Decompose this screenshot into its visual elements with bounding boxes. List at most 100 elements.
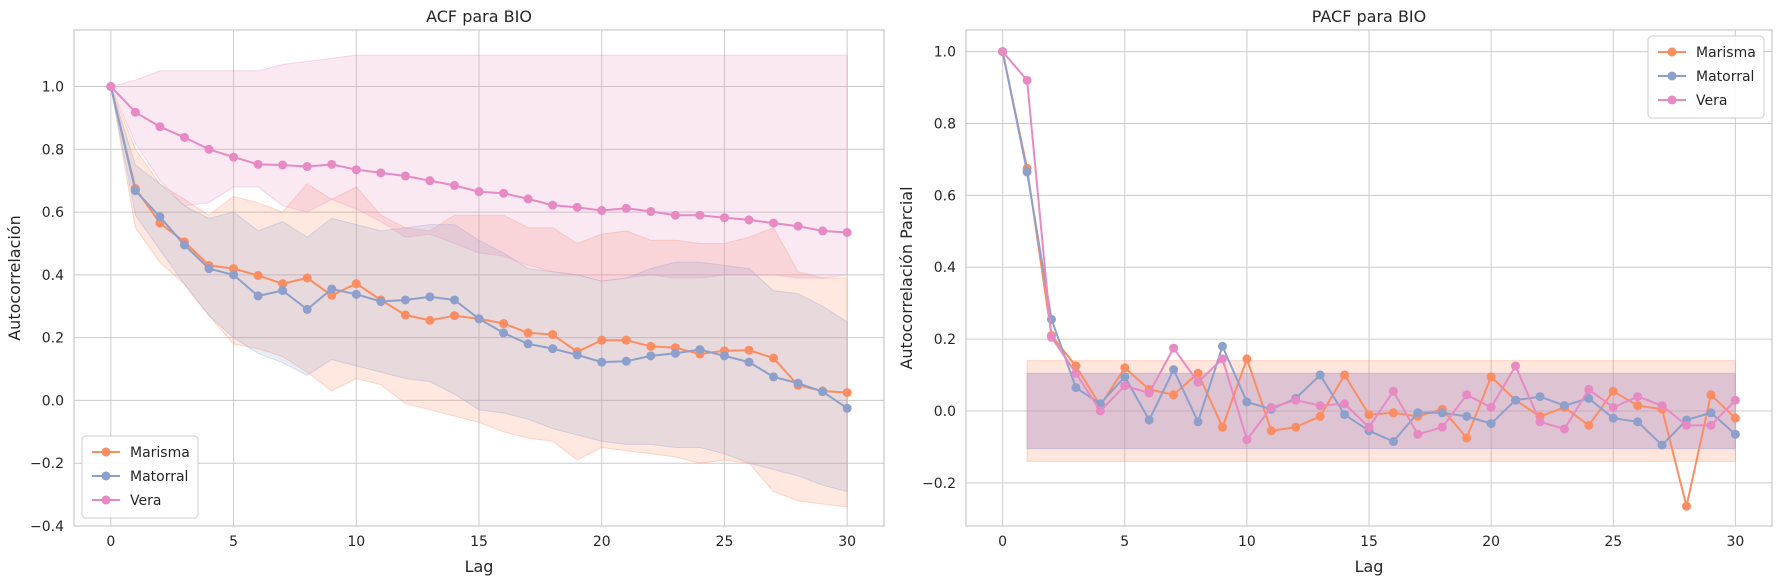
acf-point-vera	[695, 210, 705, 220]
acf-xtick-label: 0	[106, 534, 115, 550]
acf-legend-box	[81, 435, 199, 519]
acf-point-matorral	[425, 292, 435, 302]
pacf-legend-label-vera: Vera	[1696, 93, 1727, 109]
pacf-point-vera	[1291, 395, 1301, 405]
acf-legend-marker-matorral	[101, 471, 111, 481]
pacf-point-matorral	[1706, 408, 1716, 418]
pacf-xtick-label: 15	[1360, 534, 1378, 550]
pacf-legend-label-marisma: Marisma	[1696, 45, 1756, 61]
acf-legend-marker-marisma	[101, 447, 111, 457]
pacf-legend-box	[1647, 35, 1765, 119]
acf-legend-label-matorral: Matorral	[130, 469, 188, 485]
acf-point-vera	[155, 122, 165, 132]
acf-point-vera	[842, 227, 852, 237]
pacf-point-vera	[1071, 368, 1081, 378]
acf-point-vera	[548, 200, 558, 210]
acf-point-matorral	[449, 295, 459, 305]
pacf-ytick-label: 0.2	[934, 332, 956, 348]
acf-point-matorral	[842, 403, 852, 413]
pacf-point-vera	[1730, 395, 1740, 405]
acf-ytick-label: 0.4	[42, 268, 64, 284]
pacf-point-matorral	[1071, 383, 1081, 393]
acf-point-marisma	[744, 345, 754, 355]
pacf-point-marisma	[1633, 401, 1643, 411]
acf-point-vera	[621, 203, 631, 213]
pacf-point-matorral	[1242, 397, 1252, 407]
acf-point-vera	[670, 210, 680, 220]
acf-point-vera	[769, 218, 779, 228]
acf-point-vera	[278, 160, 288, 170]
acf-point-marisma	[253, 270, 263, 280]
pacf-point-vera	[1217, 354, 1227, 364]
acf-point-marisma	[425, 315, 435, 325]
pacf-point-matorral	[1144, 415, 1154, 425]
acf-point-vera	[425, 176, 435, 186]
acf-point-marisma	[523, 328, 533, 338]
pacf-xlabel: Lag	[1355, 557, 1384, 576]
acf-point-vera	[719, 213, 729, 223]
acf-point-matorral	[793, 378, 803, 388]
acf-legend-label-marisma: Marisma	[130, 445, 190, 461]
pacf-xtick-label: 30	[1726, 534, 1744, 550]
acf-point-matorral	[818, 387, 828, 397]
acf-point-matorral	[400, 295, 410, 305]
acf-point-marisma	[646, 341, 656, 351]
acf-ytick-label: 0.0	[42, 393, 64, 409]
acf-ytick-label: 0.8	[42, 142, 64, 158]
pacf-point-matorral	[1315, 370, 1325, 380]
pacf-point-vera	[1095, 406, 1105, 416]
pacf-point-vera	[1315, 401, 1325, 411]
pacf-point-marisma	[1706, 390, 1716, 400]
acf-point-vera	[597, 206, 607, 216]
acf-point-vera	[179, 132, 189, 142]
acf-point-vera	[793, 221, 803, 231]
acf-point-matorral	[229, 270, 239, 280]
pacf-ytick-label: 0.4	[934, 260, 956, 276]
pacf-point-vera	[1535, 417, 1545, 427]
pacf-point-vera	[1584, 384, 1594, 394]
acf-legend-marker-vera	[101, 495, 111, 505]
pacf-point-vera	[1022, 75, 1032, 85]
acf-point-matorral	[351, 289, 361, 299]
acf-point-matorral	[155, 212, 165, 222]
acf-point-vera	[302, 162, 312, 172]
acf-point-matorral	[179, 240, 189, 250]
acf-point-matorral	[621, 356, 631, 366]
pacf-panel: 0 5 10 15 20 25 30 −0.2 0.0 0.2 0.4 0.6 0.8 1.0 PACF …	[897, 7, 1773, 576]
acf-point-marisma	[278, 279, 288, 289]
pacf-point-vera	[1120, 381, 1130, 391]
acf-point-vera	[106, 82, 116, 92]
pacf-ytick-label: 0.8	[934, 116, 956, 132]
acf-point-matorral	[474, 314, 484, 324]
pacf-point-matorral	[1462, 411, 1472, 421]
acf-ytick-label: −0.2	[30, 456, 64, 472]
acf-title: ACF para BIO	[426, 7, 532, 26]
acf-point-matorral	[769, 372, 779, 382]
acf-point-vera	[130, 107, 140, 117]
pacf-point-matorral	[1559, 401, 1569, 411]
pacf-point-vera	[1242, 435, 1252, 445]
pacf-point-matorral	[1437, 408, 1447, 418]
acf-point-vera	[523, 194, 533, 204]
acf-ytick-label: 0.2	[42, 331, 64, 347]
acf-ytick-label: 1.0	[42, 80, 64, 96]
acf-point-marisma	[548, 330, 558, 340]
pacf-legend-marker-vera	[1667, 95, 1677, 105]
pacf-point-matorral	[1169, 365, 1179, 375]
pacf-point-matorral	[1046, 314, 1056, 324]
acf-xlabel: Lag	[465, 557, 494, 576]
acf-xtick-label: 5	[229, 534, 238, 550]
acf-point-vera	[351, 165, 361, 175]
pacf-point-vera	[1413, 429, 1423, 439]
pacf-point-marisma	[1169, 390, 1179, 400]
pacf-point-marisma	[1682, 501, 1692, 511]
acf-point-marisma	[351, 279, 361, 289]
pacf-point-marisma	[1315, 411, 1325, 421]
acf-point-matorral	[253, 291, 263, 301]
acf-point-matorral	[548, 344, 558, 354]
pacf-ytick-label: 0.6	[934, 188, 956, 204]
acf-point-marisma	[449, 311, 459, 321]
acf-point-vera	[474, 187, 484, 197]
pacf-point-matorral	[1584, 393, 1594, 403]
